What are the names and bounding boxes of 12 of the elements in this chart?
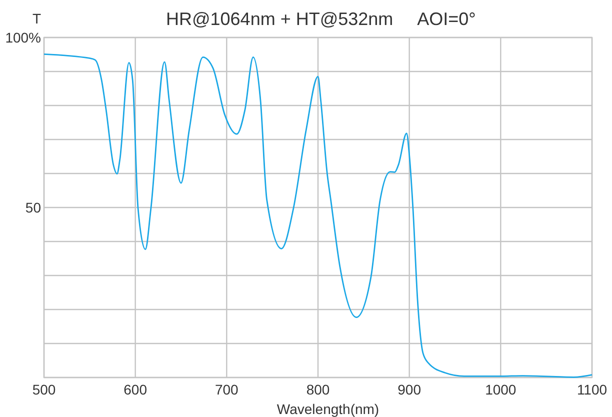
x-tick-label: 700	[214, 382, 239, 398]
x-tick-label: 800	[306, 382, 330, 398]
chart-title: HR@1064nm + HT@532nm AOI=0°	[166, 9, 476, 29]
x-tick-label: 500	[32, 382, 56, 398]
x-tick-label: 1000	[485, 382, 516, 398]
x-tick-label: 900	[398, 382, 422, 398]
y-tick-label: 100%	[5, 30, 41, 46]
x-tick-label: 1100	[576, 382, 608, 398]
y-axis-title: T	[32, 10, 42, 26]
x-axis-title: Wavelength(nm)	[276, 401, 380, 417]
x-tick-label: 600	[124, 382, 148, 398]
y-tick-label: 50	[25, 200, 42, 216]
